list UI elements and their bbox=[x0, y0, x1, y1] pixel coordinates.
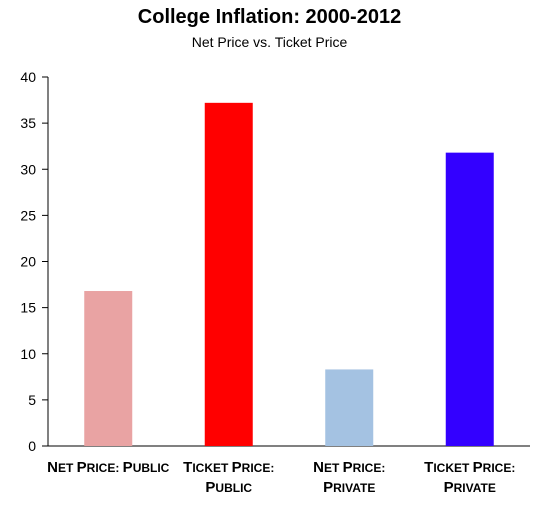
y-tick-label: 35 bbox=[20, 115, 36, 131]
y-tick-label: 30 bbox=[20, 161, 36, 177]
y-tick-label: 25 bbox=[20, 207, 36, 223]
y-tick-label: 20 bbox=[20, 254, 36, 270]
y-tick-label: 15 bbox=[20, 300, 36, 316]
y-tick-label: 5 bbox=[28, 392, 36, 408]
x-category-label: NET PRICE: PUBLIC bbox=[47, 459, 170, 476]
y-tick-label: 0 bbox=[28, 438, 36, 454]
y-tick-label: 10 bbox=[20, 346, 36, 362]
chart-labels: NET PRICE: PUBLIC TICKET PRICE: PUBLIC NET … bbox=[47, 459, 515, 496]
bar bbox=[204, 102, 253, 446]
bar bbox=[445, 152, 494, 446]
y-tick-label: 40 bbox=[20, 69, 36, 85]
bar bbox=[84, 291, 133, 446]
x-category-label: NET PRICE: bbox=[313, 459, 385, 476]
chart-subtitle: Net Price vs. Ticket Price bbox=[191, 34, 348, 50]
x-category-label: PRIVATE bbox=[323, 479, 375, 496]
bar bbox=[325, 369, 374, 446]
x-category-label: TICKET PRICE: bbox=[424, 459, 515, 476]
chart-title: College Inflation: 2000-2012 bbox=[137, 6, 402, 28]
x-category-label: PRIVATE bbox=[444, 479, 496, 496]
x-category-label: PUBLIC bbox=[205, 479, 252, 496]
x-category-label: TICKET PRICE: bbox=[183, 459, 274, 476]
chart-bars bbox=[84, 102, 494, 446]
